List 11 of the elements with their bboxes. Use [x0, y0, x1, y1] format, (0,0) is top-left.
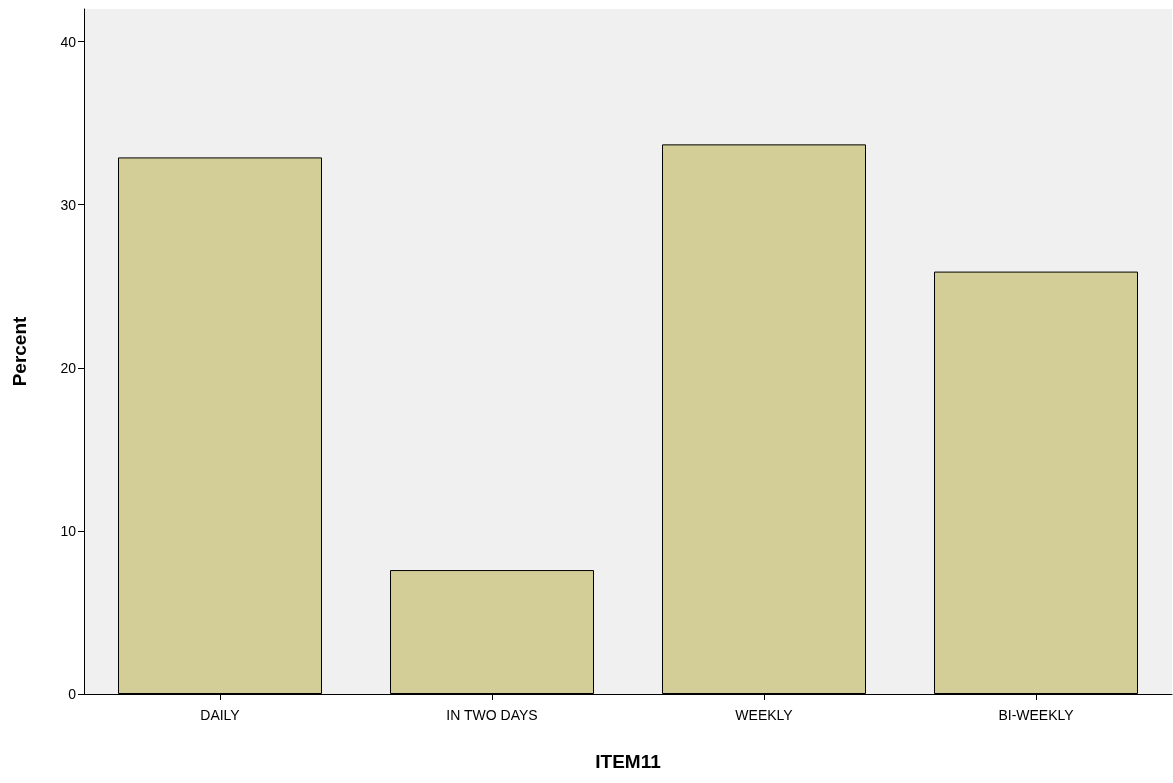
x-tick-label: BI-WEEKLY [998, 707, 1075, 723]
x-tick-label: IN TWO DAYS [446, 707, 538, 723]
x-tick-label: WEEKLY [735, 707, 794, 723]
x-axis-title: ITEM11 [595, 751, 662, 772]
y-axis-title: Percent [9, 315, 30, 387]
y-tick-label: 30 [60, 196, 77, 213]
y-tick-label: 10 [60, 522, 77, 539]
y-tick-label: 0 [68, 686, 77, 702]
y-tick-label: 20 [60, 359, 77, 376]
y-tick-label: 40 [60, 33, 77, 50]
x-tick-label: DAILY [200, 707, 241, 723]
